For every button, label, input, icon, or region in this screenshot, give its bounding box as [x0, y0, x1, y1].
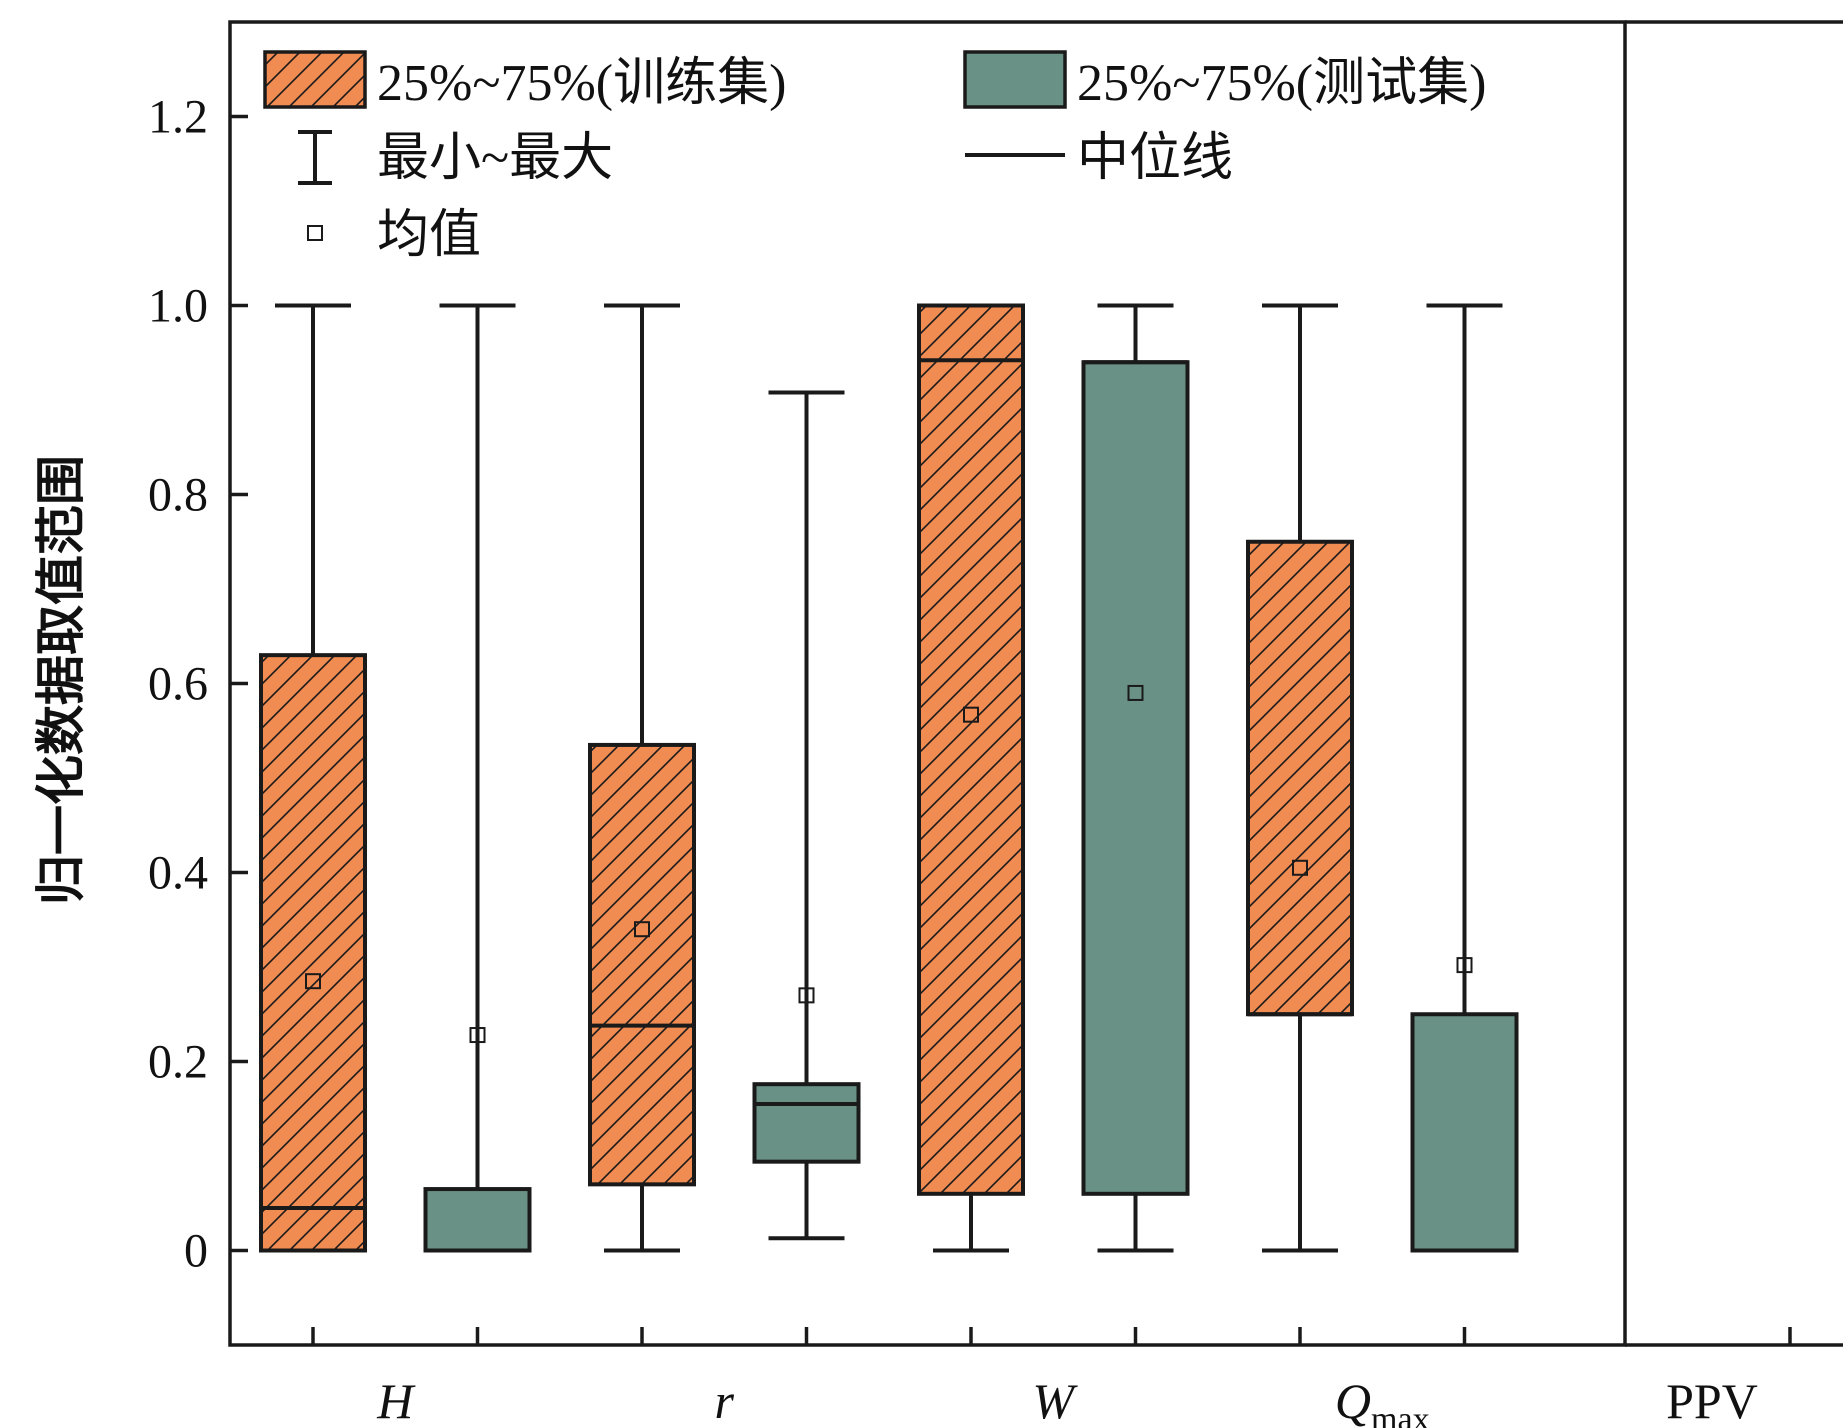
x-category-label: H: [376, 1373, 416, 1428]
y-axis-label-group: 归一化数据取值范围: [32, 455, 90, 905]
box-Q_max-train: [1246, 303, 1354, 1253]
legend-train-swatch: [263, 50, 367, 109]
legend-train-label: 25%~75%(训练集): [377, 55, 786, 112]
box-body: [588, 742, 696, 1187]
x-category-label-ppv: PPV: [1666, 1373, 1758, 1428]
legend-test-label: 25%~75%(测试集): [1077, 55, 1486, 112]
mean-marker: [1292, 859, 1308, 876]
box-H-train: [259, 303, 367, 1253]
box-body: [917, 303, 1025, 1196]
legend-median-label: 中位线: [1077, 130, 1233, 187]
x-category-label: W: [1032, 1373, 1078, 1428]
mean-marker: [798, 987, 815, 1004]
box-W-train: [917, 303, 1025, 1253]
legend-mean-label: 均值: [377, 207, 481, 264]
mean-marker: [469, 1027, 486, 1044]
box-Q_max-test: [1410, 303, 1519, 1253]
y-axis-label: 归一化数据取值范围: [32, 455, 90, 905]
mean-marker: [1127, 684, 1144, 701]
box-body: [1081, 360, 1190, 1196]
axes-group: 0 0.2 0.4 0.6 0.8 1.0 1.2 H r W Qmax PPV: [148, 20, 1843, 1428]
legend-test-swatch: [963, 50, 1067, 109]
box-body: [752, 1082, 861, 1164]
box-body: [1410, 1012, 1519, 1253]
x-category-label: Qmax: [1335, 1373, 1430, 1428]
category-symbol: r: [715, 1373, 735, 1428]
category-symbol: Q: [1335, 1373, 1371, 1428]
y-tick-label: 0.8: [148, 469, 208, 522]
mean-marker: [634, 921, 650, 938]
boxes-group: [259, 303, 1519, 1253]
box-r-train: [588, 303, 696, 1253]
box-W-test: [1081, 303, 1190, 1253]
y-tick-label: 0.6: [148, 658, 208, 711]
y-tick-label: 1.0: [148, 280, 208, 333]
mean-marker: [963, 706, 979, 723]
box-body: [423, 1187, 532, 1253]
mean-marker: [305, 973, 321, 990]
y-tick-label: 0: [184, 1225, 208, 1278]
box-r-test: [752, 390, 861, 1241]
category-symbol: H: [376, 1373, 416, 1428]
mean-marker: [1456, 957, 1473, 974]
box-body: [1246, 539, 1354, 1017]
y-tick-label: 0.2: [148, 1036, 208, 1089]
box-body: [259, 653, 367, 1253]
box-H-test: [423, 303, 532, 1253]
y-tick-label: 0.4: [148, 847, 208, 900]
x-category-label: r: [715, 1373, 735, 1428]
category-symbol: W: [1032, 1373, 1078, 1428]
y-tick-label: 1.2: [148, 91, 208, 144]
legend-mean-marker: [307, 225, 323, 241]
legend-whisker-label: 最小~最大: [377, 130, 613, 187]
category-subscript: max: [1371, 1401, 1430, 1428]
